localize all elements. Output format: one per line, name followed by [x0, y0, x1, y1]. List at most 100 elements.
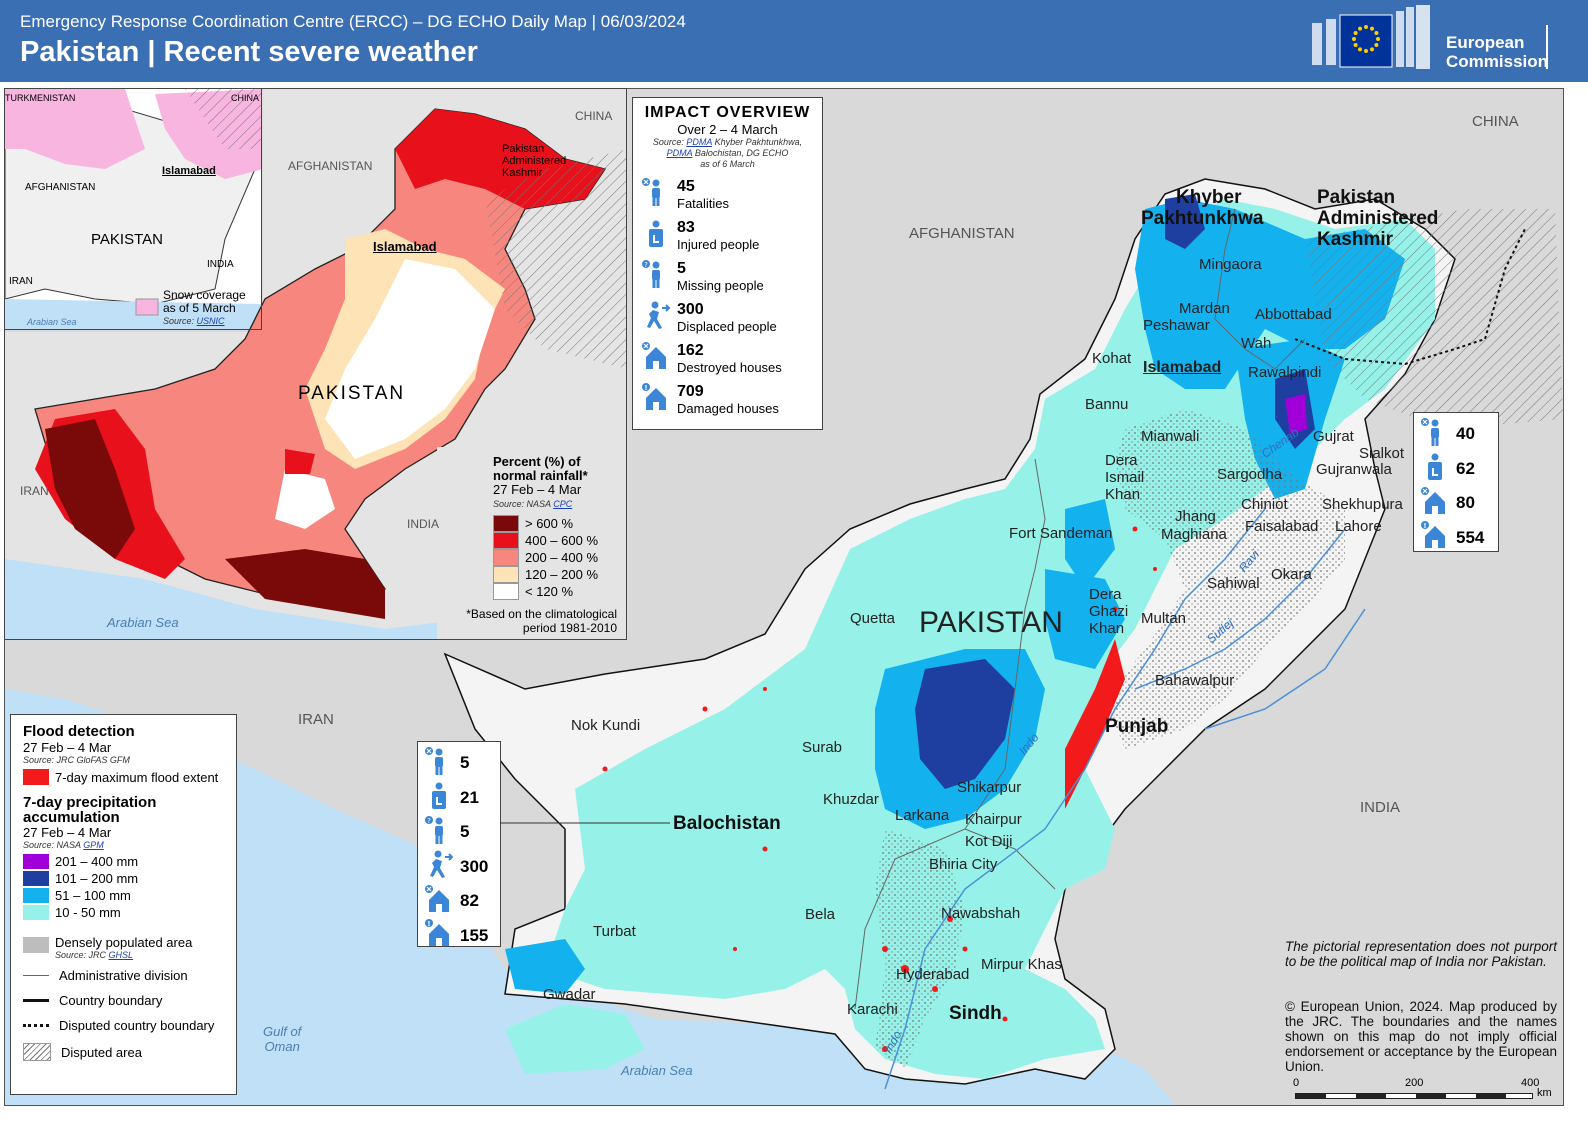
- city-dera-ghazi-2: Ghazi: [1089, 603, 1129, 620]
- precip-class-label: 101 – 200 mm: [55, 871, 139, 886]
- scale-tick-200: 200: [1405, 1077, 1424, 1089]
- impact-item-value: 300: [677, 301, 704, 318]
- rain-label-iran: IRAN: [20, 484, 49, 498]
- impact-source-2-link[interactable]: PDMA: [666, 148, 693, 158]
- stat-value: 5: [460, 753, 470, 773]
- legend-admin-line: [23, 975, 49, 976]
- logo-text-line1: European: [1446, 33, 1525, 52]
- disclaimer-copyright: © European Union, 2024. Map produced by …: [1285, 999, 1557, 1074]
- city-dera-ismail-2: Ismail: [1105, 469, 1145, 486]
- city-rawalpindi: Rawalpindi: [1248, 364, 1322, 381]
- scale-bar-graphic: [1295, 1093, 1533, 1099]
- impact-title: IMPACT OVERVIEW: [644, 104, 811, 121]
- impact-source: Source: PDMA Khyber Pakhtunkhwa, PDMA Ba…: [641, 137, 814, 170]
- inset-rainfall-canvas: [5, 89, 626, 639]
- impact-item-text: 300 Displaced people: [677, 301, 777, 334]
- city-bela: Bela: [805, 906, 836, 923]
- impact-source-3: as of 6 March: [700, 159, 755, 169]
- rain-class-swatch: [493, 515, 519, 532]
- snow-source-link[interactable]: USNIC: [196, 316, 225, 326]
- impact-item-value: 83: [677, 219, 695, 236]
- destroyed-house-icon: [1420, 486, 1450, 521]
- impact-item: 83 Injured people: [641, 215, 814, 256]
- city-hyderabad: Hyderabad: [896, 966, 970, 983]
- svg-text:!: !: [644, 384, 647, 392]
- admin-boundaries: [854, 208, 1306, 1010]
- snow-legend: Snow coverage as of 5 March Source: USNI…: [163, 289, 246, 328]
- snow-label-china: CHINA: [231, 93, 260, 103]
- rain-class-item: 400 – 600 %: [493, 532, 598, 549]
- legend-flood-item: 7-day maximum flood extent: [23, 769, 224, 785]
- snow-legend-line1: Snow coverage: [163, 288, 246, 302]
- european-commission-logo: [1312, 5, 1548, 69]
- rain-source-prefix: Source: NASA: [493, 499, 551, 509]
- sea-gulf-of-oman: Gulf of Oman: [263, 1024, 301, 1054]
- precip-class-item: 51 – 100 mm: [23, 887, 224, 904]
- balochistan-stats-items: 5 21? 5 300 82! 155: [424, 746, 494, 953]
- rain-source-link[interactable]: CPC: [553, 499, 573, 509]
- rain-class-swatch: [493, 566, 519, 583]
- city-abbottabad: Abbottabad: [1255, 306, 1332, 323]
- stat-row: 5: [424, 746, 494, 781]
- stat-row: ! 155: [424, 919, 494, 954]
- rain-note-line1: *Based on the climatological: [466, 607, 617, 621]
- rain-legend-title-1: Percent (%) of: [493, 454, 581, 469]
- snow-label-india: INDIA: [207, 259, 234, 270]
- label-pakistan: PAKISTAN: [919, 606, 1063, 639]
- legend-disputed-boundary: Disputed country boundary: [23, 1018, 224, 1033]
- rivers: [884, 508, 1366, 1090]
- svg-text:?: ?: [427, 817, 431, 825]
- legend-populated-source: Source: JRC GHSL: [55, 950, 192, 960]
- impact-source-2-suffix: Balochistan, DG ECHO: [694, 148, 789, 158]
- stat-value: 155: [460, 925, 489, 945]
- legend-populated-source-link[interactable]: GHSL: [108, 950, 134, 960]
- label-pak-adm-1: Pakistan: [1317, 187, 1396, 208]
- legend-precip-source-link[interactable]: GPM: [83, 840, 104, 850]
- inset-snow-canvas: [5, 89, 261, 329]
- snow-label-turkmenistan: TURKMENISTAN: [5, 93, 76, 103]
- impact-item-value: 709: [677, 383, 704, 400]
- precip-class-label: 201 – 400 mm: [55, 854, 139, 869]
- scale-unit: km: [1537, 1087, 1552, 1099]
- city-nawabshah: Nawabshah: [941, 905, 1021, 922]
- city-chiniot: Chiniot: [1241, 496, 1288, 513]
- rain-label-islamabad: Islamabad: [373, 239, 437, 254]
- city-kot-diji: Kot Diji: [965, 833, 1013, 850]
- rain-label-afghanistan: AFGHANISTAN: [288, 159, 373, 173]
- stat-value: 80: [1456, 493, 1475, 513]
- impact-item: 300 Displaced people: [641, 297, 814, 338]
- damaged-house-icon: !: [424, 918, 454, 953]
- precip-class-swatch: [23, 905, 49, 920]
- label-pakhtunkhwa: Pakhtunkhwa: [1141, 208, 1264, 229]
- rain-legend-title-2: normal rainfall*: [493, 468, 588, 483]
- scale-tick-400: 400: [1521, 1077, 1540, 1089]
- impact-item-label: Injured people: [677, 237, 760, 252]
- legend-populated-source-prefix: Source: JRC: [55, 950, 107, 960]
- missing-icon: ?: [424, 815, 454, 850]
- rain-class-item: 120 – 200 %: [493, 566, 598, 583]
- city-shikarpur: Shikarpur: [957, 779, 1022, 796]
- balochistan-stats-panel: 5 21? 5 300 82! 155: [417, 741, 501, 947]
- stat-row: ! 554: [1420, 521, 1492, 556]
- city-dera-ghazi-3: Khan: [1089, 620, 1125, 637]
- city-sargodha: Sargodha: [1217, 466, 1283, 483]
- legend-precip-source: Source: NASA GPM: [23, 840, 224, 850]
- scale-tick-0: 0: [1293, 1077, 1300, 1089]
- city-nok-kundi: Nok Kundi: [571, 717, 641, 734]
- map-legend: Flood detection 27 Feb – 4 Mar Source: J…: [10, 714, 237, 1095]
- sea-arabian: Arabian Sea: [621, 1063, 693, 1078]
- damaged-house-icon: !: [641, 382, 671, 417]
- impact-item-value: 45: [677, 178, 695, 195]
- city-mianwali: Mianwali: [1141, 428, 1200, 445]
- legend-precip-title-1: 7-day precipitation: [23, 794, 157, 811]
- stat-row: ? 5: [424, 815, 494, 850]
- impact-source-1-link[interactable]: PDMA: [686, 137, 713, 147]
- city-bahawalpur: Bahawalpur: [1155, 672, 1235, 689]
- impact-item-text: 45 Fatalities: [677, 178, 729, 211]
- label-china: CHINA: [1472, 113, 1519, 130]
- city-mingaora: Mingaora: [1199, 256, 1262, 273]
- rain-legend-period: 27 Feb – 4 Mar: [493, 482, 582, 497]
- densely-populated-punjab: [1105, 409, 1345, 749]
- rain-class-label: 200 – 400 %: [525, 549, 599, 565]
- rain-class-label: 120 – 200 %: [525, 566, 599, 582]
